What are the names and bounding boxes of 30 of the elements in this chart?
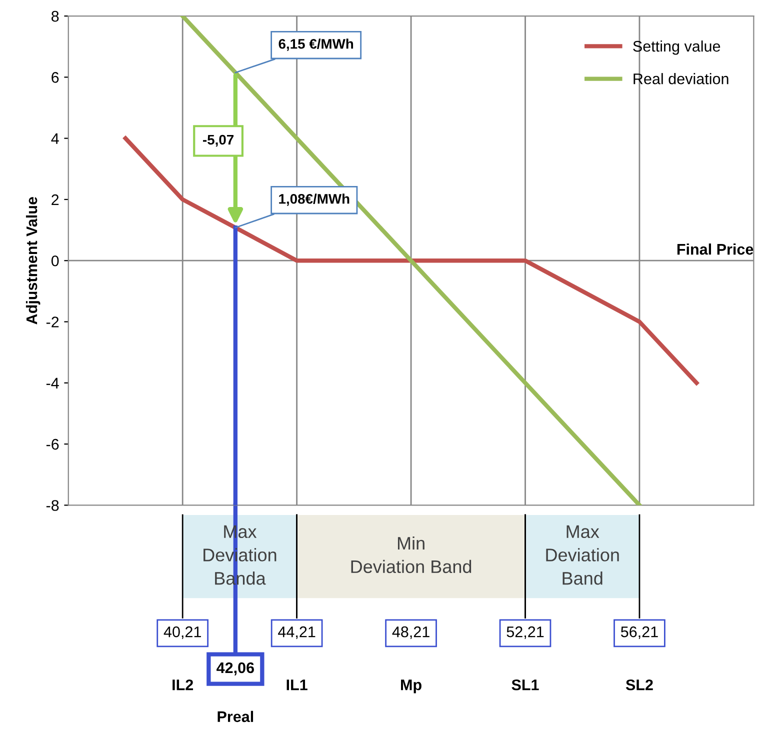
text: Max Deviation Band xyxy=(546,525,619,585)
x-tick-label: 52,21 xyxy=(506,626,544,640)
x-tick-label: 40,21 xyxy=(164,626,201,640)
y-tick-label: -8 xyxy=(46,500,59,511)
text: IL1 xyxy=(286,680,308,690)
text: Preal xyxy=(218,710,254,722)
legend-label: Real deviation xyxy=(634,73,728,84)
y-tick-label: -2 xyxy=(46,316,59,328)
text: 42,06 xyxy=(216,662,254,676)
y-tick-label: 6 xyxy=(52,72,59,83)
text: SL2 xyxy=(626,679,653,690)
y-tick-label: 2 xyxy=(52,194,59,206)
x-axis-title: Final Price xyxy=(677,243,754,255)
x-tick-label: 48,21 xyxy=(392,626,430,640)
annotation: 1,08€/MWh xyxy=(279,194,350,206)
y-tick-label: 0 xyxy=(51,255,59,266)
y-axis-title: Adjustment Value xyxy=(26,197,40,324)
annotation: -5,07 xyxy=(203,134,234,147)
y-tick-label: -6 xyxy=(46,438,59,450)
text: Min Deviation Band xyxy=(351,536,472,574)
text: Mp xyxy=(401,680,422,694)
annotation: 6,15 €/MWh xyxy=(278,38,354,51)
text: IL2 xyxy=(172,679,194,690)
legend-label: Setting value xyxy=(633,40,720,55)
y-tick-label: 4 xyxy=(51,133,59,144)
x-tick-label: 44,21 xyxy=(278,626,316,640)
text: SL1 xyxy=(512,679,539,690)
x-tick-label: 56,21 xyxy=(620,626,658,640)
y-tick-label: -4 xyxy=(46,378,59,388)
y-tick-label: 8 xyxy=(52,10,59,22)
